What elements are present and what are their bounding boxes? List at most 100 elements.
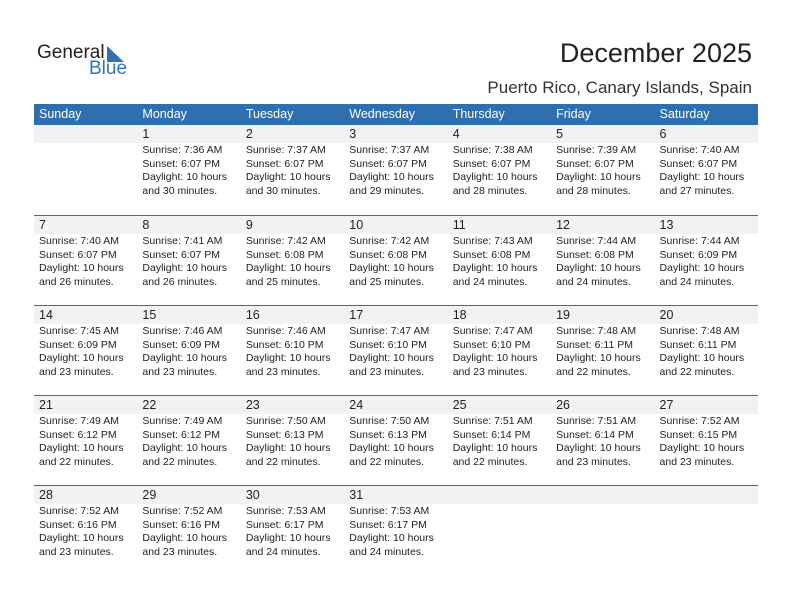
daylight1-text: Daylight: 10 hours [349,532,434,544]
day-cell: 4 Sunrise: 7:38 AM Sunset: 6:07 PM Daylight… [448,125,551,215]
sunrise-text: Sunrise: 7:47 AM [349,325,430,337]
sunset-text: Sunset: 6:07 PM [245,157,324,170]
day-info: Sunrise: 7:39 AM Sunset: 6:07 PM Daylight:… [551,143,654,198]
daylight1-text: Daylight: 10 hours [142,532,228,544]
day-number: 21 [39,398,53,412]
daylight1-text: Daylight: 10 hours [245,352,331,364]
sunrise-text: Sunrise: 7:52 AM [39,505,119,517]
sunrise-text: Sunrise: 7:40 AM [39,235,119,247]
sunrise-text: Sunrise: 7:36 AM [142,144,223,156]
day-cell: 27 Sunrise: 7:52 AM Sunset: 6:15 PM Dayligh… [655,396,758,485]
day-number: 23 [245,398,260,412]
sunset-text: Sunset: 6:14 PM [556,428,634,441]
day-number: 30 [245,488,260,502]
day-cell: 7 Sunrise: 7:40 AM Sunset: 6:07 PM Daylight… [34,216,137,305]
sunset-text: Sunset: 6:10 PM [349,338,427,351]
sunset-text: Sunset: 6:07 PM [142,157,221,170]
sunset-text: Sunset: 6:12 PM [142,428,221,441]
sunset-text: Sunset: 6:09 PM [659,248,738,261]
sunrise-text: Sunrise: 7:45 AM [39,325,119,337]
day-cell: 29 Sunrise: 7:52 AM Sunset: 6:16 PM Dayligh… [137,486,240,575]
weekday-tuesday: Tuesday [245,107,294,121]
daylight2-text: and 22 minutes. [659,365,735,378]
week-row: 21 Sunrise: 7:49 AM Sunset: 6:12 PM Dayligh… [34,395,758,485]
daylight1-text: Daylight: 10 hours [452,352,538,364]
sunrise-text: Sunrise: 7:43 AM [452,235,533,247]
day-info: Sunrise: 7:42 AM Sunset: 6:08 PM Daylight:… [241,234,344,289]
sunrise-text: Sunrise: 7:48 AM [659,325,740,337]
daylight2-text: and 23 minutes. [349,365,424,378]
sunset-text: Sunset: 6:08 PM [245,248,324,261]
date-strip [34,396,758,414]
daylight2-text: and 28 minutes. [452,184,528,197]
day-cell: 26 Sunrise: 7:51 AM Sunset: 6:14 PM Dayligh… [551,396,654,485]
sunset-text: Sunset: 6:12 PM [39,428,117,441]
daylight1-text: Daylight: 10 hours [142,352,228,364]
day-cell: 1 Sunrise: 7:36 AM Sunset: 6:07 PM Daylight… [137,125,240,215]
sunset-text: Sunset: 6:11 PM [659,338,737,351]
sunset-text: Sunset: 6:17 PM [349,518,427,531]
day-number: 4 [452,127,460,141]
daylight1-text: Daylight: 10 hours [349,442,434,454]
empty-cell [34,125,137,215]
daylight1-text: Daylight: 10 hours [245,171,331,183]
sunrise-text: Sunrise: 7:38 AM [452,144,533,156]
day-number: 15 [142,308,157,322]
location-subtitle: Puerto Rico, Canary Islands, Spain [487,78,752,97]
day-info: Sunrise: 7:41 AM Sunset: 6:07 PM Daylight:… [137,234,240,289]
day-number: 3 [349,127,357,141]
sunset-text: Sunset: 6:10 PM [245,338,324,351]
day-cell: 31 Sunrise: 7:53 AM Sunset: 6:17 PM Dayligh… [344,486,447,575]
sunrise-text: Sunrise: 7:41 AM [142,235,223,247]
daylight1-text: Daylight: 10 hours [452,171,538,183]
sunset-text: Sunset: 6:13 PM [349,428,427,441]
daylight2-text: and 24 minutes. [245,545,321,558]
day-cell: 17 Sunrise: 7:47 AM Sunset: 6:10 PM Dayligh… [344,306,447,395]
daylight2-text: and 30 minutes. [245,184,321,197]
sunrise-text: Sunrise: 7:52 AM [659,415,740,427]
day-cell: 8 Sunrise: 7:41 AM Sunset: 6:07 PM Daylight… [137,216,240,305]
day-info: Sunrise: 7:47 AM Sunset: 6:10 PM Daylight:… [448,324,551,379]
day-cell: 5 Sunrise: 7:39 AM Sunset: 6:07 PM Daylight… [551,125,654,215]
day-info: Sunrise: 7:50 AM Sunset: 6:13 PM Daylight:… [344,414,447,469]
sunrise-text: Sunrise: 7:53 AM [349,505,430,517]
daylight1-text: Daylight: 10 hours [142,171,228,183]
day-cell: 25 Sunrise: 7:51 AM Sunset: 6:14 PM Dayligh… [448,396,551,485]
date-strip [34,125,758,143]
logo-text-general: General [37,42,105,63]
sunrise-text: Sunrise: 7:50 AM [349,415,430,427]
logo-text-blue: Blue [89,58,128,79]
daylight2-text: and 22 minutes. [245,455,321,468]
sunset-text: Sunset: 6:16 PM [142,518,221,531]
daylight2-text: and 24 minutes. [452,275,528,288]
day-number: 18 [452,308,467,322]
day-info: Sunrise: 7:49 AM Sunset: 6:12 PM Daylight:… [137,414,240,469]
day-info: Sunrise: 7:37 AM Sunset: 6:07 PM Daylight:… [344,143,447,198]
day-number: 2 [245,127,253,141]
date-strip [34,306,758,324]
sunrise-text: Sunrise: 7:46 AM [142,325,223,337]
empty-cell [551,486,654,575]
daylight2-text: and 25 minutes. [349,275,424,288]
sunrise-text: Sunrise: 7:39 AM [556,144,637,156]
day-info: Sunrise: 7:40 AM Sunset: 6:07 PM Daylight:… [655,143,758,198]
sunrise-text: Sunrise: 7:49 AM [142,415,223,427]
day-cell: 24 Sunrise: 7:50 AM Sunset: 6:13 PM Dayligh… [344,396,447,485]
day-info: Sunrise: 7:51 AM Sunset: 6:14 PM Daylight:… [551,414,654,469]
sunset-text: Sunset: 6:07 PM [452,157,531,170]
weekday-saturday: Saturday [659,107,710,121]
day-number: 28 [39,488,53,502]
day-info: Sunrise: 7:36 AM Sunset: 6:07 PM Daylight:… [137,143,240,198]
sunrise-text: Sunrise: 7:51 AM [556,415,637,427]
empty-cell [448,486,551,575]
weekday-sunday: Sunday [39,107,82,121]
daylight1-text: Daylight: 10 hours [556,171,641,183]
day-number: 22 [142,398,157,412]
weekday-monday: Monday [142,107,187,121]
day-cell: 2 Sunrise: 7:37 AM Sunset: 6:07 PM Daylight… [241,125,344,215]
daylight2-text: and 26 minutes. [39,275,114,288]
daylight1-text: Daylight: 10 hours [245,532,331,544]
sunset-text: Sunset: 6:09 PM [142,338,221,351]
day-cell: 3 Sunrise: 7:37 AM Sunset: 6:07 PM Daylight… [344,125,447,215]
sunrise-text: Sunrise: 7:44 AM [659,235,740,247]
